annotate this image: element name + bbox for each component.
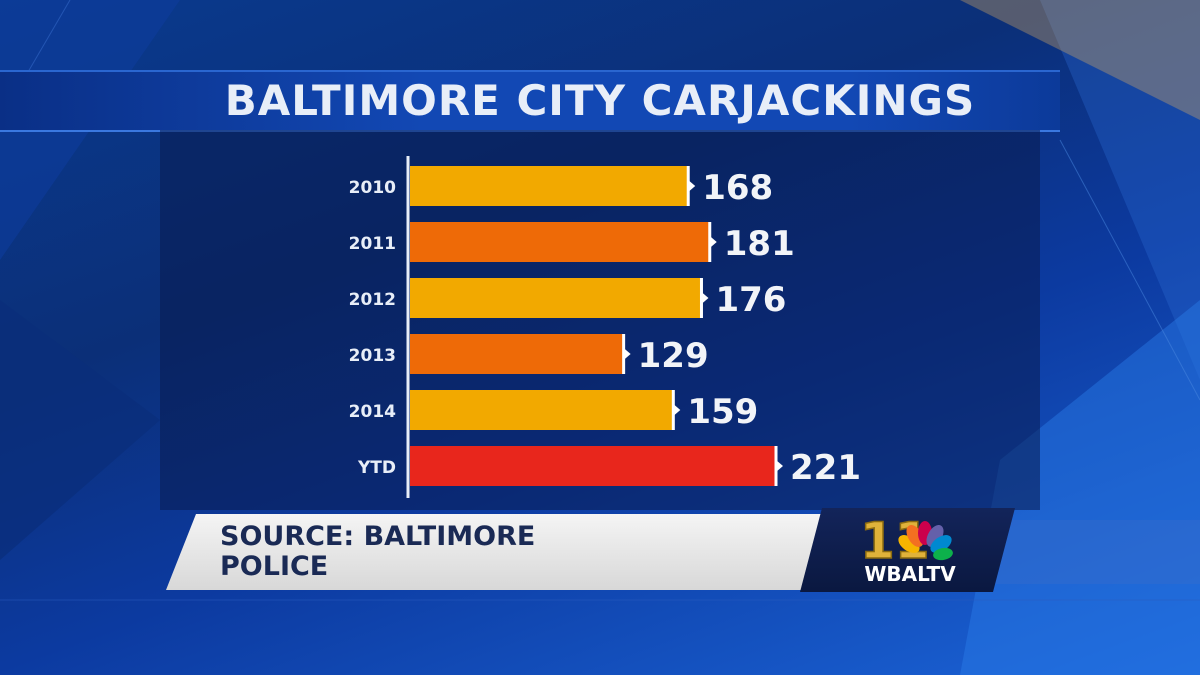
bar-end-arrow [701,292,709,304]
bar-end-arrow [673,404,681,416]
data-label: 168 [702,168,773,208]
category-label: YTD [357,458,396,478]
data-label: 159 [687,392,758,432]
bar-end-arrow [709,236,717,248]
bar-2012 [410,278,702,318]
bar-2013 [410,334,624,374]
bar-end-arrow [776,460,783,472]
bar-chart: 2010 168 2011 181 2012 176 2013 129 2014 159 YTD 22… [349,156,861,498]
bar-2010 [410,166,689,206]
bar-2014 [410,390,674,430]
bar-ytd [410,446,776,486]
nbc-peacock-logo: 11 [800,508,1015,592]
source-text: SOURCE: BALTIMORE POLICE [220,521,536,582]
logo-strip [990,520,1200,584]
category-label: 2014 [349,402,396,422]
source-bar [166,514,836,590]
call-letters: WBALTV [864,562,956,586]
bar-end-arrow [623,348,631,360]
bar-end-arrow [688,180,696,192]
station-logo: 11 [800,508,1015,592]
bars-layer: 2010 168 2011 181 2012 176 2013 129 2014 159 YTD 22… [349,156,861,498]
chart-panel: 2010 168 2011 181 2012 176 2013 129 2014 159 YTD 22… [160,130,1040,510]
data-label: 181 [724,224,795,264]
peacock-icon [895,521,955,562]
category-label: 2013 [349,346,396,366]
chart-title: BALTIMORE CITY CARJACKINGS [224,76,976,125]
category-label: 2012 [349,290,396,310]
bar-2011 [410,222,710,262]
category-label: 2011 [349,234,396,254]
data-label: 129 [638,336,709,376]
data-label: 221 [790,448,861,488]
data-label: 176 [715,280,786,320]
category-label: 2010 [349,178,396,198]
